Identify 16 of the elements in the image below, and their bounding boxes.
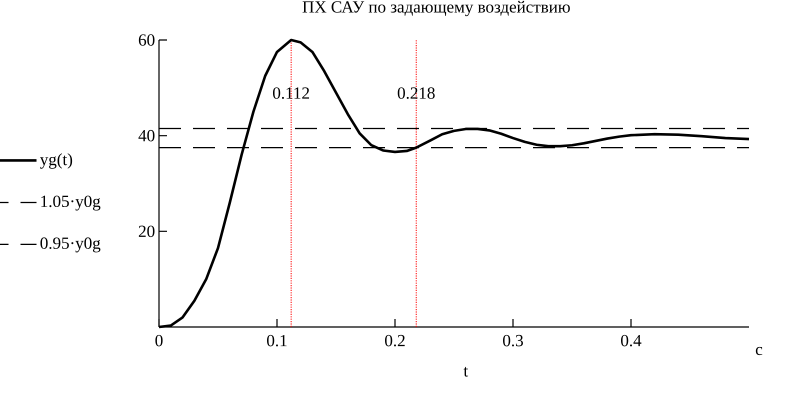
legend-label: 1.05·y0g — [41, 196, 100, 211]
y-tick-label: 40 — [138, 130, 154, 142]
y-tick-label: 60 — [138, 34, 154, 46]
legend-label: 0.95·y0g — [40, 237, 100, 252]
x-tick-label: 0.1 — [267, 334, 287, 346]
chart-title: ПХ САУ по задающему воздействию — [302, 0, 570, 16]
text: c — [756, 346, 762, 356]
ref-line-label: 0.112 — [272, 87, 310, 99]
x-tick-label: 0 — [155, 334, 163, 346]
ref-line-label: 0.218 — [398, 87, 435, 99]
legend-label: yg(t) — [40, 153, 72, 169]
x-tick-label: 0.2 — [385, 334, 405, 346]
y-tick-label: 20 — [138, 226, 154, 238]
x-tick-label: 0.4 — [621, 334, 642, 346]
x-axis-title: t — [464, 366, 468, 377]
x-tick-label: 0.3 — [503, 334, 523, 346]
